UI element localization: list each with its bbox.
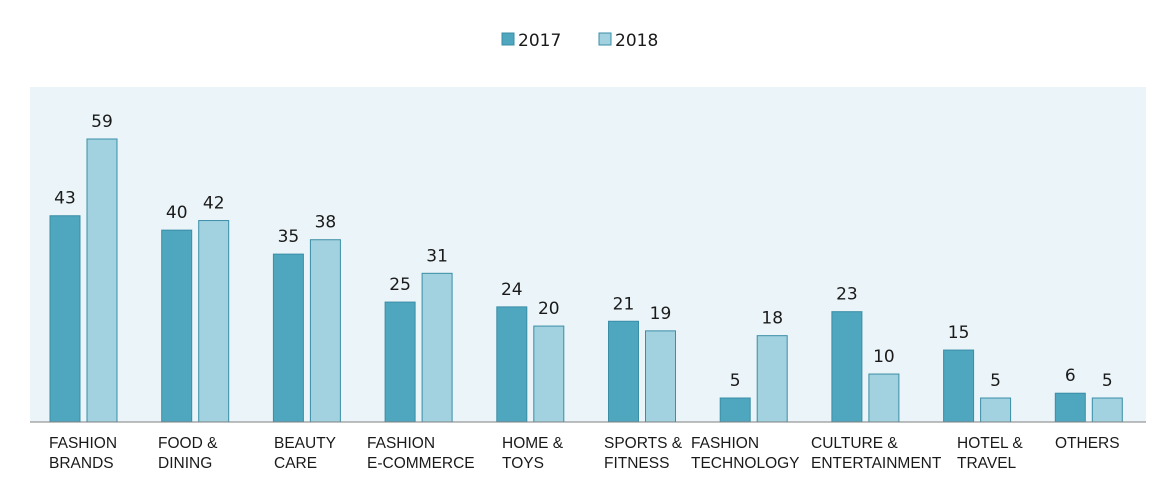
data-label-2017-9: 6 (1065, 366, 1076, 386)
data-label-2018-2: 38 (315, 213, 337, 233)
bar-2017-7 (831, 311, 863, 423)
bar-2018-3 (421, 272, 453, 423)
category-label-7: CULTURE & ENTERTAINMENT (811, 435, 942, 472)
data-label-2017-0: 43 (54, 189, 76, 209)
category-labels: FASHION BRANDS FOOD & DINING BEAUTY CARE FASHI… (49, 435, 1120, 472)
data-label-2017-4: 24 (501, 280, 523, 300)
bar-2018-0 (86, 138, 118, 423)
category-label-5: SPORTS & FITNESS (604, 435, 683, 472)
bar-2018-4 (533, 325, 565, 423)
category-label-3: FASHION E-COMMERCE (367, 435, 475, 472)
bar-2017-1 (161, 229, 193, 423)
category-label-0: FASHION BRANDS (49, 435, 117, 472)
data-label-2018-9: 5 (1102, 371, 1113, 391)
data-label-2018-8: 5 (990, 371, 1001, 391)
bars (49, 138, 1123, 423)
data-label-2017-3: 25 (389, 275, 411, 295)
data-label-2017-7: 23 (836, 285, 858, 305)
bar-2017-5 (608, 320, 639, 423)
legend-item-2017: 2017 (501, 31, 561, 51)
category-label-1: FOOD & DINING (158, 435, 218, 472)
legend: 2017 2018 (501, 31, 658, 51)
bar-2018-8 (980, 397, 1012, 423)
legend-label: 2017 (518, 31, 561, 51)
legend-swatch (501, 32, 515, 46)
bar-2017-3 (384, 301, 416, 423)
data-label-2018-6: 18 (761, 309, 783, 329)
category-label-8: HOTEL & TRAVEL (957, 435, 1023, 472)
bar-2017-4 (496, 306, 528, 423)
bar-2018-2 (309, 239, 341, 423)
bar-2017-0 (49, 215, 81, 423)
data-label-2018-1: 42 (203, 194, 225, 214)
bar-2018-5 (645, 330, 676, 423)
data-label-2017-6: 5 (730, 371, 741, 391)
data-label-2018-5: 19 (650, 304, 672, 324)
bar-2017-8 (943, 349, 975, 423)
data-label-2017-8: 15 (948, 323, 970, 343)
data-label-2017-2: 35 (278, 227, 300, 247)
bar-2017-2 (272, 253, 304, 423)
plot-area (30, 87, 1146, 422)
bar-2017-9 (1054, 392, 1086, 423)
category-label-2: BEAUTY CARE (274, 435, 336, 472)
data-label-2018-7: 10 (873, 347, 895, 367)
value-labels: 43 59 40 42 35 38 25 31 24 20 21 19 5 18 23 10 15 5 6 5 (54, 112, 1113, 391)
bar-2017-6 (719, 397, 751, 423)
bar-2018-9 (1091, 397, 1123, 423)
legend-item-2018: 2018 (598, 31, 658, 51)
data-label-2018-3: 31 (426, 246, 448, 266)
category-label-4: HOME & TOYS (502, 435, 564, 472)
data-label-2018-0: 59 (91, 112, 113, 132)
data-label-2017-1: 40 (166, 203, 188, 223)
bar-2018-7 (868, 373, 900, 423)
bar-2018-1 (198, 220, 230, 423)
data-label-2018-4: 20 (538, 299, 560, 319)
legend-swatch (598, 32, 612, 46)
data-label-2017-5: 21 (613, 294, 635, 314)
legend-label: 2018 (615, 31, 658, 51)
category-label-6: FASHION TECHNOLOGY (691, 435, 800, 472)
category-label-9: OTHERS (1055, 435, 1120, 452)
bar-2018-6 (756, 335, 788, 423)
